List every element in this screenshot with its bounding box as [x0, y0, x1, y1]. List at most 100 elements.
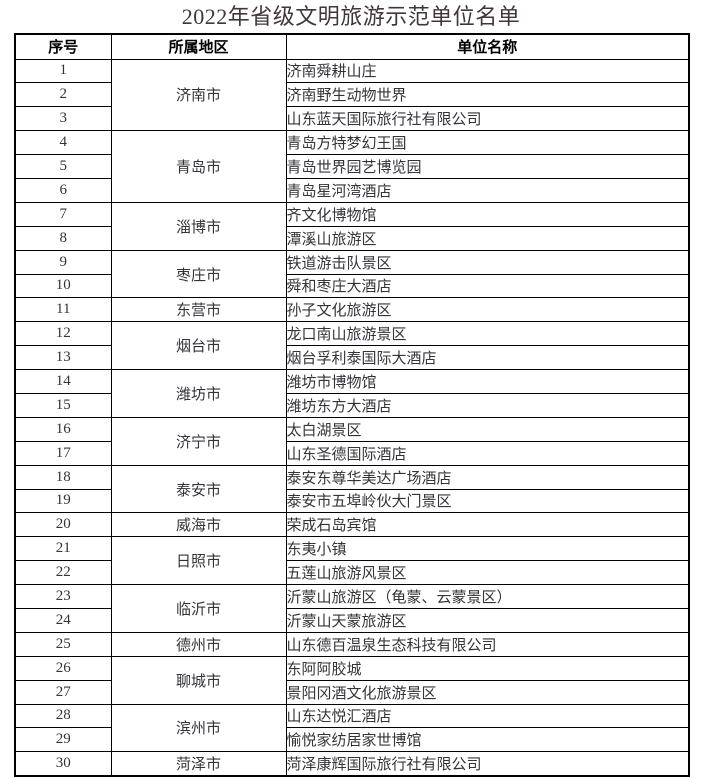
index-cell: 10: [14, 273, 112, 299]
unit-cell: 青岛世界园艺博览园: [285, 154, 690, 179]
unit-cell: 铁道游击队景区: [285, 249, 690, 275]
table-row: 22 五莲山旅游风景区: [14, 560, 690, 586]
table-row: 18 泰安市 泰安东尊华美达广场酒店: [14, 464, 690, 514]
index-cell: 18: [14, 464, 112, 490]
region-cell: 潍坊市: [110, 369, 287, 418]
index-cell: 21: [14, 536, 112, 562]
unit-cell: 菏泽康辉国际旅行社有限公司: [285, 751, 690, 777]
table-header: 序号 所属地区 单位名称: [14, 33, 690, 60]
unit-cell: 济南舜耕山庄: [285, 58, 690, 84]
table-row: 29 愉悦家纺居家世博馆: [14, 727, 690, 753]
unit-cell: 潍坊市博物馆: [285, 369, 690, 394]
unit-cell: 山东圣德国际酒店: [285, 440, 690, 466]
index-cell: 23: [14, 584, 112, 609]
unit-cell: 龙口南山旅游景区: [285, 321, 690, 347]
index-cell: 12: [14, 321, 112, 347]
unit-cell: 东阿阿胶城: [285, 655, 690, 681]
region-cell: 枣庄市: [110, 249, 287, 299]
index-cell: 25: [14, 631, 112, 657]
page-title: 2022年省级文明旅游示范单位名单: [181, 4, 521, 29]
unit-cell: 济南野生动物世界: [285, 82, 690, 108]
unit-cell: 荣成石岛宾馆: [285, 512, 690, 538]
region-cell: 日照市: [110, 536, 287, 586]
table-row: 25 德州市 山东德百温泉生态科技有限公司: [14, 631, 690, 657]
region-cell: 德州市: [110, 631, 287, 657]
index-cell: 30: [14, 751, 112, 777]
table-row: 8 潭溪山旅游区: [14, 225, 690, 251]
table-row: 6 青岛星河湾酒店: [14, 177, 690, 203]
column-header-unit: 单位名称: [285, 33, 690, 60]
unit-cell: 泰安东尊华美达广场酒店: [285, 464, 690, 490]
unit-cell: 五莲山旅游风景区: [285, 560, 690, 586]
index-cell: 5: [14, 154, 112, 179]
region-cell: 聊城市: [110, 655, 287, 705]
unit-cell: 烟台孚利泰国际大酒店: [285, 345, 690, 371]
index-cell: 20: [14, 512, 112, 538]
region-cell: 东营市: [110, 297, 287, 323]
unit-cell: 青岛星河湾酒店: [285, 177, 690, 203]
table-row: 9 枣庄市 铁道游击队景区: [14, 249, 690, 299]
region-cell: 烟台市: [110, 321, 287, 371]
unit-cell: 潍坊东方大酒店: [285, 392, 690, 418]
region-cell: 青岛市: [110, 130, 287, 203]
table-row: 16 济宁市 太白湖景区: [14, 416, 690, 466]
unit-cell: 沂蒙山旅游区（龟蒙、云蒙景区）: [285, 584, 690, 609]
index-cell: 29: [14, 727, 112, 753]
index-cell: 13: [14, 345, 112, 371]
index-cell: 27: [14, 679, 112, 705]
unit-cell: 山东德百温泉生态科技有限公司: [285, 631, 690, 657]
table-row: 23 临沂市 沂蒙山旅游区（龟蒙、云蒙景区）: [14, 584, 690, 633]
index-cell: 11: [14, 297, 112, 323]
table-row: 3 山东蓝天国际旅行社有限公司: [14, 106, 690, 132]
table-row: 24 沂蒙山天蒙旅游区: [14, 607, 690, 633]
index-cell: 7: [14, 201, 112, 227]
table-row: 11 东营市 孙子文化旅游区: [14, 297, 690, 323]
region-cell: 济南市: [110, 58, 287, 132]
region-cell: 威海市: [110, 512, 287, 538]
unit-cell: 景阳冈酒文化旅游景区: [285, 679, 690, 705]
unit-cell: 东夷小镇: [285, 536, 690, 562]
unit-cell: 舜和枣庄大酒店: [285, 273, 690, 299]
unit-cell: 愉悦家纺居家世博馆: [285, 727, 690, 753]
index-cell: 8: [14, 225, 112, 251]
unit-cell: 齐文化博物馆: [285, 201, 690, 227]
table-row: 27 景阳冈酒文化旅游景区: [14, 679, 690, 705]
units-table: 序号 所属地区 单位名称 1 济南市 济南舜耕山庄 2 济南野生动物世界 3 山东蓝天国际旅…: [14, 33, 690, 777]
index-cell: 24: [14, 607, 112, 633]
region-cell: 济宁市: [110, 416, 287, 466]
header-row: 序号 所属地区 单位名称: [14, 33, 690, 60]
table-row: 28 滨州市 山东达悦汇酒店: [14, 703, 690, 753]
region-cell: 临沂市: [110, 584, 287, 633]
unit-cell: 太白湖景区: [285, 416, 690, 442]
table-row: 5 青岛世界园艺博览园: [14, 154, 690, 179]
unit-cell: 潭溪山旅游区: [285, 225, 690, 251]
index-cell: 9: [14, 249, 112, 275]
index-cell: 14: [14, 369, 112, 394]
unit-cell: 泰安市五埠岭伙大门景区: [285, 488, 690, 514]
region-cell: 滨州市: [110, 703, 287, 753]
region-cell: 菏泽市: [110, 751, 287, 777]
index-cell: 26: [14, 655, 112, 681]
index-cell: 16: [14, 416, 112, 442]
table-row: 30 菏泽市 菏泽康辉国际旅行社有限公司: [14, 751, 690, 777]
table-row: 4 青岛市 青岛方特梦幻王国: [14, 130, 690, 203]
table-row: 12 烟台市 龙口南山旅游景区: [14, 321, 690, 371]
table-row: 26 聊城市 东阿阿胶城: [14, 655, 690, 705]
index-cell: 4: [14, 130, 112, 156]
index-cell: 3: [14, 106, 112, 132]
table-row: 7 淄博市 齐文化博物馆: [14, 201, 690, 251]
table-row: 21 日照市 东夷小镇: [14, 536, 690, 586]
region-cell: 泰安市: [110, 464, 287, 514]
table-row: 14 潍坊市 潍坊市博物馆: [14, 369, 690, 418]
table-row: 1 济南市 济南舜耕山庄: [14, 58, 690, 132]
unit-cell: 孙子文化旅游区: [285, 297, 690, 323]
unit-cell: 山东蓝天国际旅行社有限公司: [285, 106, 690, 132]
index-cell: 19: [14, 488, 112, 514]
index-cell: 28: [14, 703, 112, 729]
unit-cell: 青岛方特梦幻王国: [285, 130, 690, 156]
index-cell: 2: [14, 82, 112, 108]
index-cell: 1: [14, 58, 112, 84]
index-cell: 6: [14, 177, 112, 203]
table-body: 1 济南市 济南舜耕山庄 2 济南野生动物世界 3 山东蓝天国际旅行社有限公司 4 青岛市 青岛方…: [14, 58, 690, 777]
